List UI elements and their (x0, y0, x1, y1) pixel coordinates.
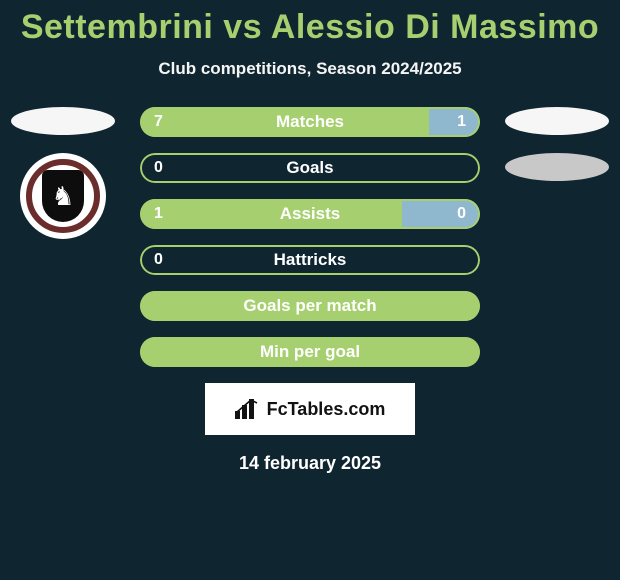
stat-row: Hattricks0 (140, 245, 480, 275)
page-title: Settembrini vs Alessio Di Massimo (0, 0, 620, 47)
brand-logo-icon (235, 399, 259, 419)
stat-left-value: 0 (154, 245, 163, 275)
stat-row: Goals per match (140, 291, 480, 321)
right-player-oval (505, 107, 609, 135)
stat-left-value: 7 (154, 107, 163, 137)
stat-right-value: 1 (457, 107, 466, 137)
page-subtitle: Club competitions, Season 2024/2025 (0, 59, 620, 79)
stat-row: Assists1 0 (140, 199, 480, 229)
right-player-badges (502, 107, 612, 199)
stat-label: Hattricks (140, 245, 480, 275)
stat-right-value: 0 (457, 199, 466, 229)
footer-date: 14 february 2025 (0, 453, 620, 474)
stat-row: Goals0 (140, 153, 480, 183)
right-club-oval (505, 153, 609, 181)
comparison-content: ♞ Matches71Goals0Assists10Hattricks0Goal… (0, 107, 620, 367)
stat-bars: Matches71Goals0Assists10Hattricks0Goals … (140, 107, 480, 367)
stat-row: Matches7 1 (140, 107, 480, 137)
stat-label: Min per goal (140, 337, 480, 367)
brand-badge: FcTables.com (205, 383, 415, 435)
stat-label: Assists (140, 199, 480, 229)
stat-label: Goals (140, 153, 480, 183)
stat-left-value: 0 (154, 153, 163, 183)
left-player-oval (11, 107, 115, 135)
crest-ring (26, 159, 100, 233)
stat-left-value: 1 (154, 199, 163, 229)
left-club-crest: ♞ (20, 153, 106, 239)
stat-label: Goals per match (140, 291, 480, 321)
left-player-badges: ♞ (8, 107, 118, 239)
stat-row: Min per goal (140, 337, 480, 367)
brand-text: FcTables.com (267, 399, 386, 420)
stat-label: Matches (140, 107, 480, 137)
